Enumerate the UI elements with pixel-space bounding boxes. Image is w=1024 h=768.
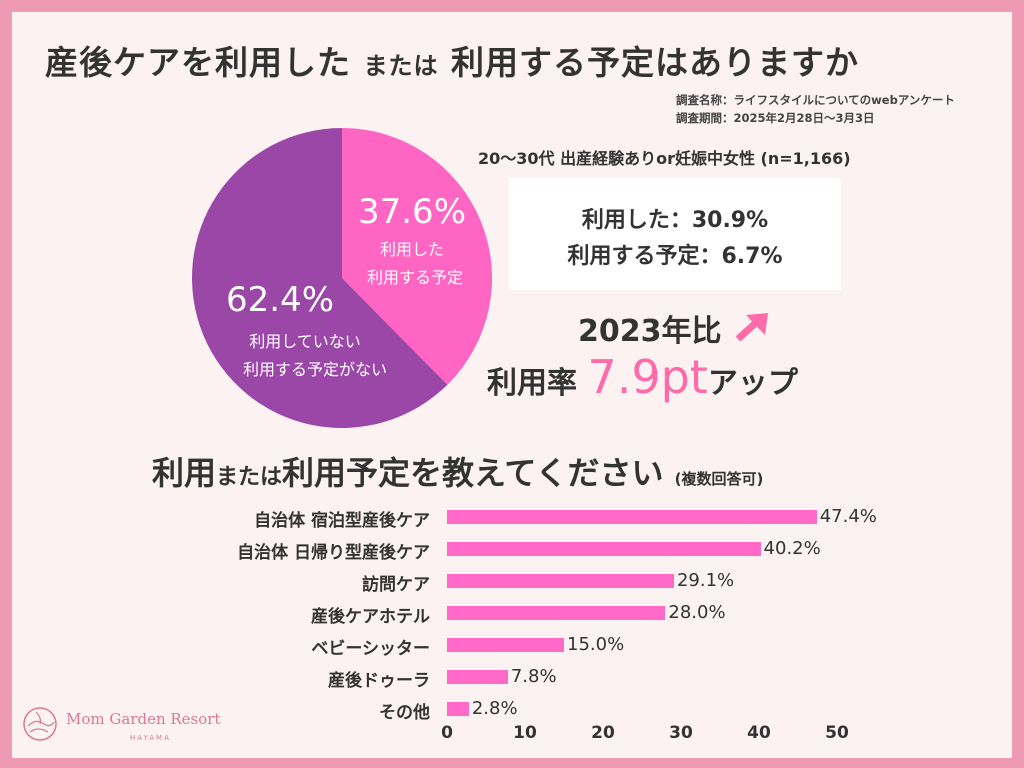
bar-value-label: 47.4% bbox=[819, 506, 877, 527]
bar bbox=[447, 670, 508, 684]
comparison-year: 2023年比 bbox=[578, 314, 722, 349]
bar bbox=[447, 510, 817, 524]
pie-label-used-pct: 37.6% bbox=[357, 192, 466, 232]
rate-prefix: 利用率 bbox=[487, 366, 577, 401]
summary-used: 利用した：30.9% bbox=[581, 208, 769, 233]
rate-suffix: アップ bbox=[707, 366, 798, 401]
title-part1: 産後ケアを利用した bbox=[45, 43, 351, 82]
bar-value-label: 28.0% bbox=[668, 602, 726, 623]
bar-category-label: 訪問ケア bbox=[362, 575, 430, 595]
title-part3: 利用する予定はありますか bbox=[451, 43, 859, 82]
bar-value-label: 15.0% bbox=[567, 634, 625, 655]
logo-sub: HAYAMA bbox=[130, 734, 171, 742]
page-title: 産後ケアを利用した または 利用する予定はありますか bbox=[45, 36, 859, 84]
arrow-up-right-icon bbox=[735, 313, 768, 342]
title-part2: または bbox=[363, 52, 439, 80]
bar bbox=[447, 606, 666, 620]
pie-label-notused-desc1: 利用していない bbox=[249, 332, 361, 351]
background-panel bbox=[12, 12, 1012, 758]
x-tick-label: 10 bbox=[513, 723, 537, 743]
comparison-rate: 利用率 7.9ptアップ bbox=[487, 350, 798, 404]
bar-category-label: 自治体 宿泊型産後ケア bbox=[254, 511, 430, 531]
bar bbox=[447, 638, 564, 652]
logo-name: Mom Garden Resort bbox=[66, 710, 221, 728]
bar-value-label: 29.1% bbox=[676, 570, 735, 591]
survey-name: 調査名称：ライフスタイルについてのwebアンケート bbox=[676, 93, 955, 107]
subtitle-part2: または bbox=[216, 465, 283, 490]
comparison-heading: 2023年比 bbox=[578, 306, 772, 350]
summary-planned: 利用する予定：6.7% bbox=[567, 244, 783, 269]
bar-value-label: 7.8% bbox=[510, 666, 557, 687]
bar-value-label: 2.8% bbox=[471, 698, 518, 719]
pie-slice-1 bbox=[191, 128, 448, 429]
pie-label-used-desc1: 利用した bbox=[379, 240, 444, 259]
subtitle-part3: 利用予定を教えてください bbox=[282, 454, 664, 492]
pie-label-notused-pct: 62.4% bbox=[225, 280, 334, 320]
bar bbox=[447, 542, 761, 556]
bar-category-label: 産後ケアホテル bbox=[311, 607, 430, 627]
bar-category-label: ベビーシッター bbox=[311, 639, 430, 659]
pie-slice-0 bbox=[342, 128, 492, 385]
sample-description: 20〜30代 出産経験ありor妊娠中女性 (n=1,166) bbox=[478, 149, 851, 168]
rate-value: 7.9pt bbox=[587, 350, 708, 404]
bar-chart-title: 利用または利用予定を教えてください (複数回答可) bbox=[152, 448, 763, 494]
x-tick-label: 20 bbox=[591, 723, 615, 743]
bar-value-label: 40.2% bbox=[763, 538, 821, 559]
x-tick-label: 40 bbox=[747, 723, 771, 743]
summary-box: 利用した：30.9% 利用する予定：6.7% bbox=[509, 178, 841, 290]
x-tick-label: 50 bbox=[825, 723, 849, 743]
subtitle-part1: 利用 bbox=[152, 454, 217, 492]
bar bbox=[447, 574, 674, 588]
bar-category-label: 産後ドゥーラ bbox=[328, 671, 430, 691]
x-tick-label: 30 bbox=[669, 723, 693, 743]
subtitle-note: (複数回答可) bbox=[674, 470, 764, 488]
survey-period: 調査期間：2025年2月28日〜3月3日 bbox=[676, 111, 875, 125]
bar-category-label: 自治体 日帰り型産後ケア bbox=[237, 543, 430, 563]
x-tick-label: 0 bbox=[441, 723, 453, 743]
logo-emblem-icon bbox=[23, 707, 57, 741]
pie-label-notused-desc2: 利用する予定がない bbox=[242, 360, 387, 379]
pie-label-used-desc2: 利用する予定 bbox=[366, 268, 463, 287]
bar bbox=[447, 702, 469, 716]
bar-category-label: その他 bbox=[379, 703, 430, 723]
